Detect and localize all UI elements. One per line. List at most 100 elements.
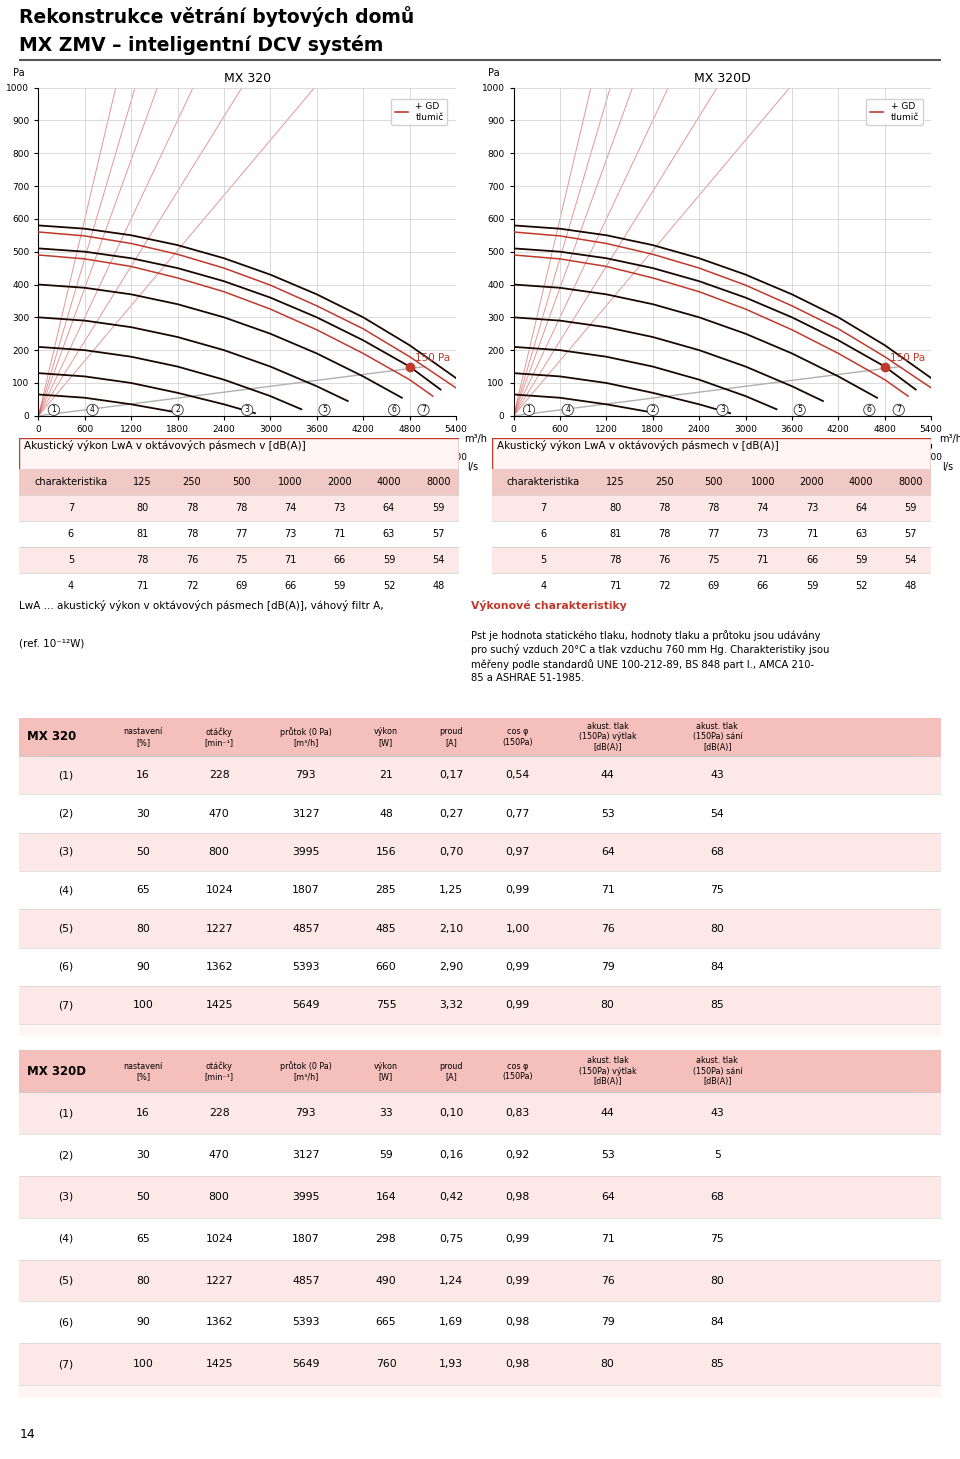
Text: 485: 485	[375, 924, 396, 934]
Text: výkon
[W]: výkon [W]	[374, 727, 398, 747]
Text: 1,24: 1,24	[439, 1275, 463, 1285]
Text: (4): (4)	[59, 1234, 73, 1243]
Text: 64: 64	[601, 1192, 614, 1202]
Text: 80: 80	[601, 1001, 614, 1010]
Text: 73: 73	[284, 530, 297, 540]
Text: 1807: 1807	[292, 1234, 320, 1243]
Legend: + GD
tlumič: + GD tlumič	[391, 99, 447, 125]
Text: 6: 6	[867, 406, 872, 414]
Text: LwA ... akustický výkon v oktávových pásmech [dB(A)], váhový filtr A,: LwA ... akustický výkon v oktávových pás…	[19, 600, 384, 611]
Text: 76: 76	[659, 556, 670, 565]
Text: 64: 64	[601, 848, 614, 856]
Text: 0,97: 0,97	[506, 848, 530, 856]
Text: 1425: 1425	[205, 1001, 233, 1010]
Text: 2: 2	[176, 406, 180, 414]
Text: 64: 64	[855, 503, 868, 514]
Text: 76: 76	[186, 556, 198, 565]
Text: 1,25: 1,25	[439, 886, 463, 896]
Text: 52: 52	[855, 581, 868, 591]
Text: 0,98: 0,98	[506, 1317, 530, 1328]
Text: 43: 43	[710, 1109, 724, 1118]
Text: 48: 48	[379, 808, 393, 818]
Text: 0,99: 0,99	[506, 886, 530, 896]
Text: 54: 54	[710, 808, 724, 818]
Text: 54: 54	[904, 556, 917, 565]
Text: proud
[A]: proud [A]	[440, 727, 463, 747]
Text: 59: 59	[855, 556, 868, 565]
Text: 1024: 1024	[205, 1234, 233, 1243]
Text: 59: 59	[379, 1150, 393, 1160]
Text: akust. tlak
(150Pa) výtlak
[dB(A)]: akust. tlak (150Pa) výtlak [dB(A)]	[579, 1056, 636, 1087]
Text: Pa: Pa	[12, 67, 25, 77]
Text: 75: 75	[710, 1234, 724, 1243]
Text: 0,83: 0,83	[506, 1109, 530, 1118]
Text: 78: 78	[235, 503, 248, 514]
Text: charakteristika: charakteristika	[35, 477, 108, 487]
Text: 84: 84	[710, 961, 724, 972]
Text: 5: 5	[714, 1150, 721, 1160]
Text: 228: 228	[209, 770, 229, 781]
Text: 1362: 1362	[205, 1317, 233, 1328]
Title: MX 320D: MX 320D	[694, 71, 751, 85]
Text: 14: 14	[19, 1428, 35, 1441]
Bar	[19, 1344, 941, 1385]
Bar	[19, 948, 941, 986]
Text: 21: 21	[379, 770, 393, 781]
Bar	[19, 1176, 941, 1218]
Text: 85: 85	[710, 1001, 724, 1010]
Text: 66: 66	[756, 581, 769, 591]
Text: (1): (1)	[59, 770, 73, 781]
Text: 4857: 4857	[292, 1275, 320, 1285]
Text: 7: 7	[897, 406, 901, 414]
Text: 0,16: 0,16	[439, 1150, 463, 1160]
Text: 470: 470	[209, 1150, 229, 1160]
Text: 3127: 3127	[292, 808, 320, 818]
Bar	[19, 1134, 941, 1176]
Text: Akustický výkon LwA v oktávových pásmech v [dB(A)]: Akustický výkon LwA v oktávových pásmech…	[496, 441, 779, 451]
Text: 5: 5	[323, 406, 327, 414]
Text: 80: 80	[710, 1275, 724, 1285]
Text: 3995: 3995	[292, 848, 320, 856]
Text: akust. tlak
(150Pa) sání
[dB(A)]: akust. tlak (150Pa) sání [dB(A)]	[692, 1056, 742, 1087]
Text: 100: 100	[132, 1360, 154, 1369]
Text: 76: 76	[601, 924, 614, 934]
Text: 71: 71	[805, 530, 818, 540]
Text: MX 320: MX 320	[27, 731, 76, 744]
Text: Rekonstrukce větrání bytových domů: Rekonstrukce větrání bytových domů	[19, 6, 415, 26]
Text: 0,99: 0,99	[506, 961, 530, 972]
Text: 68: 68	[710, 848, 724, 856]
Text: 0,98: 0,98	[506, 1192, 530, 1202]
Text: 75: 75	[708, 556, 720, 565]
Text: 16: 16	[136, 770, 150, 781]
Text: 48: 48	[432, 581, 444, 591]
Text: 5: 5	[798, 406, 803, 414]
Text: nastavení
[%]: nastavení [%]	[124, 727, 163, 747]
Text: 0,10: 0,10	[439, 1109, 463, 1118]
Text: 81: 81	[136, 530, 149, 540]
Text: 0,75: 0,75	[439, 1234, 463, 1243]
Text: 1000: 1000	[278, 477, 302, 487]
Text: 470: 470	[209, 808, 229, 818]
Bar	[19, 521, 459, 547]
Text: akust. tlak
(150Pa) výtlak
[dB(A)]: akust. tlak (150Pa) výtlak [dB(A)]	[579, 722, 636, 751]
Text: 1425: 1425	[205, 1360, 233, 1369]
Text: 63: 63	[855, 530, 868, 540]
Text: 54: 54	[432, 556, 444, 565]
Text: 90: 90	[136, 1317, 150, 1328]
Text: 1362: 1362	[205, 961, 233, 972]
Text: 6: 6	[540, 530, 546, 540]
Text: 0,98: 0,98	[506, 1360, 530, 1369]
Text: 44: 44	[601, 770, 614, 781]
Text: 125: 125	[606, 477, 624, 487]
Bar	[492, 470, 931, 495]
Text: 0,92: 0,92	[506, 1150, 530, 1160]
Bar	[492, 495, 931, 521]
Text: 81: 81	[609, 530, 621, 540]
Text: 800: 800	[208, 1192, 229, 1202]
Text: 73: 73	[756, 530, 769, 540]
Bar	[19, 1218, 941, 1259]
Text: 59: 59	[432, 503, 444, 514]
Text: (2): (2)	[59, 1150, 73, 1160]
Text: 3,32: 3,32	[439, 1001, 463, 1010]
Text: 250: 250	[655, 477, 674, 487]
